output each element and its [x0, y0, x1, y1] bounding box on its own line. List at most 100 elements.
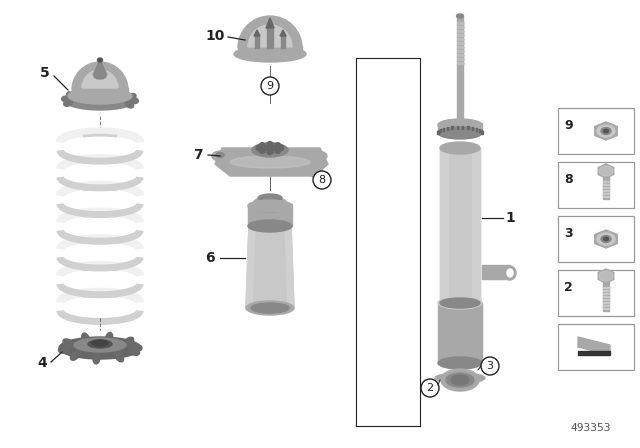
- Polygon shape: [246, 224, 294, 308]
- Ellipse shape: [212, 151, 228, 161]
- Bar: [456, 38, 463, 40]
- Polygon shape: [93, 60, 107, 75]
- Ellipse shape: [74, 338, 126, 352]
- Ellipse shape: [601, 128, 611, 134]
- Bar: [447, 127, 448, 130]
- Bar: [255, 34, 259, 48]
- Bar: [479, 129, 480, 132]
- Bar: [456, 22, 463, 24]
- Text: 7: 7: [193, 148, 203, 162]
- Text: 3: 3: [486, 361, 493, 371]
- Ellipse shape: [440, 142, 480, 154]
- Polygon shape: [280, 30, 286, 36]
- Circle shape: [278, 146, 284, 151]
- Bar: [603, 186, 609, 188]
- Text: 2: 2: [426, 383, 433, 393]
- Bar: [603, 190, 609, 191]
- Ellipse shape: [258, 194, 282, 202]
- Ellipse shape: [599, 166, 613, 176]
- Circle shape: [268, 142, 273, 146]
- Bar: [238, 46, 302, 54]
- Ellipse shape: [68, 88, 132, 104]
- Bar: [456, 62, 463, 64]
- Bar: [456, 54, 463, 56]
- Ellipse shape: [254, 197, 286, 207]
- Bar: [456, 46, 463, 48]
- Bar: [462, 126, 463, 129]
- Circle shape: [275, 148, 280, 153]
- Ellipse shape: [97, 58, 102, 62]
- Ellipse shape: [63, 339, 74, 347]
- Bar: [72, 88, 128, 96]
- Bar: [481, 130, 482, 133]
- Bar: [438, 303, 482, 363]
- Text: 9: 9: [266, 81, 273, 91]
- Bar: [440, 129, 442, 132]
- Ellipse shape: [92, 86, 99, 95]
- Polygon shape: [598, 164, 614, 178]
- Circle shape: [421, 379, 439, 397]
- Ellipse shape: [438, 127, 482, 139]
- Bar: [456, 34, 463, 36]
- Bar: [558, 324, 634, 370]
- Ellipse shape: [64, 90, 136, 110]
- Bar: [467, 126, 468, 129]
- Bar: [440, 148, 480, 303]
- Ellipse shape: [248, 220, 292, 232]
- Bar: [603, 293, 609, 294]
- Wedge shape: [72, 62, 128, 90]
- Polygon shape: [598, 269, 614, 283]
- Ellipse shape: [446, 373, 474, 387]
- Bar: [558, 216, 634, 262]
- Bar: [603, 296, 609, 297]
- Circle shape: [260, 142, 265, 148]
- Bar: [281, 34, 285, 48]
- Ellipse shape: [438, 297, 482, 309]
- Ellipse shape: [451, 375, 469, 385]
- Bar: [456, 50, 463, 52]
- Ellipse shape: [438, 119, 482, 131]
- Bar: [603, 171, 609, 199]
- Ellipse shape: [604, 129, 609, 133]
- Ellipse shape: [601, 236, 611, 242]
- Bar: [603, 289, 609, 291]
- Ellipse shape: [64, 100, 72, 106]
- Ellipse shape: [246, 301, 294, 315]
- Text: 8: 8: [319, 175, 326, 185]
- Text: 6: 6: [205, 251, 215, 265]
- Ellipse shape: [67, 92, 75, 99]
- Text: 1: 1: [505, 211, 515, 225]
- Polygon shape: [285, 224, 294, 308]
- Text: 3: 3: [564, 227, 573, 240]
- Bar: [456, 42, 463, 44]
- Ellipse shape: [125, 101, 134, 108]
- Ellipse shape: [251, 200, 289, 212]
- Polygon shape: [440, 148, 448, 303]
- Ellipse shape: [70, 350, 80, 360]
- Bar: [456, 30, 463, 32]
- Ellipse shape: [441, 369, 479, 391]
- Bar: [438, 130, 440, 133]
- Circle shape: [268, 150, 273, 155]
- Ellipse shape: [128, 348, 140, 355]
- Ellipse shape: [115, 351, 124, 362]
- Ellipse shape: [597, 233, 615, 245]
- Bar: [457, 16, 463, 130]
- Ellipse shape: [263, 145, 277, 151]
- Circle shape: [257, 146, 262, 151]
- Polygon shape: [595, 230, 617, 248]
- Bar: [603, 193, 609, 194]
- Bar: [248, 204, 292, 226]
- Bar: [603, 287, 609, 288]
- Bar: [451, 126, 453, 129]
- Ellipse shape: [507, 269, 513, 277]
- Ellipse shape: [94, 73, 106, 79]
- Bar: [603, 307, 609, 309]
- Ellipse shape: [230, 156, 310, 168]
- Bar: [481, 131, 483, 134]
- Bar: [603, 181, 609, 182]
- Wedge shape: [238, 16, 302, 48]
- Polygon shape: [578, 337, 610, 355]
- Polygon shape: [472, 148, 480, 303]
- Ellipse shape: [108, 87, 113, 96]
